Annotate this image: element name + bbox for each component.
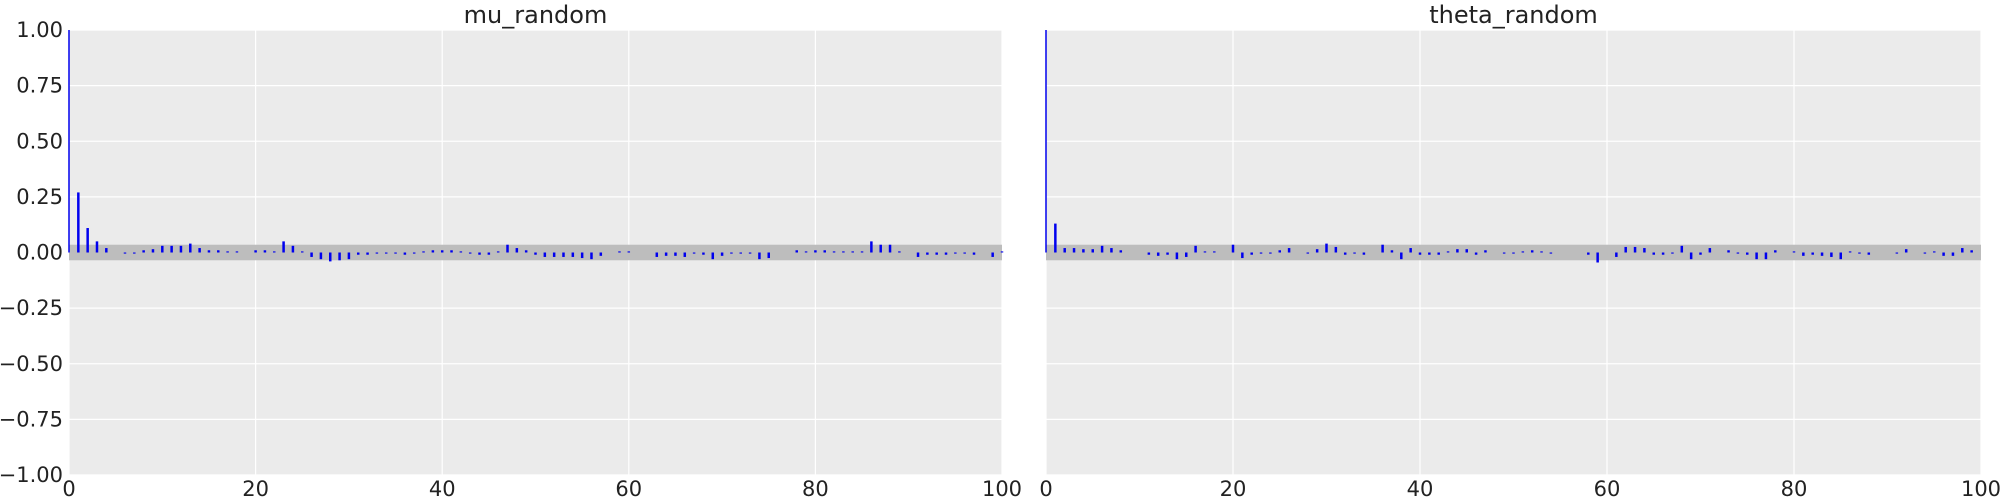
x-tick-label: 100 xyxy=(982,477,1022,500)
panel-theta-random: theta_random 0 20 40 60 80 100 xyxy=(1039,1,2000,500)
y-axis-ticks: 1.00 0.75 0.50 0.25 0.00 −0.25 −0.50 −0.75 −1.00 xyxy=(0,18,63,487)
x-tick-label: 40 xyxy=(429,477,456,500)
y-tick-label: −0.25 xyxy=(0,296,63,320)
x-tick-label: 20 xyxy=(242,477,269,500)
x-axis-ticks: 0 20 40 60 80 100 xyxy=(62,477,1022,500)
y-tick-label: 1.00 xyxy=(16,18,63,42)
chart-title: theta_random xyxy=(1429,1,1598,29)
x-axis-ticks: 0 20 40 60 80 100 xyxy=(1039,477,2000,500)
panel-mu-random: mu_random 1.00 0.75 0.50 0.25 0.00 −0.25 −0.50… xyxy=(0,1,1022,500)
chart-title: mu_random xyxy=(464,1,608,29)
x-tick-label: 60 xyxy=(1594,477,1621,500)
y-tick-label: −0.75 xyxy=(0,407,63,431)
acf-bars xyxy=(1045,30,1973,263)
y-tick-label: 0.75 xyxy=(16,74,63,98)
x-tick-label: 80 xyxy=(1781,477,1808,500)
y-tick-label: −1.00 xyxy=(0,463,63,487)
y-tick-label: 0.00 xyxy=(16,241,63,265)
y-tick-label: −0.50 xyxy=(0,352,63,376)
x-tick-label: 0 xyxy=(62,477,75,500)
x-tick-label: 0 xyxy=(1039,477,1052,500)
y-tick-label: 0.50 xyxy=(16,129,63,153)
acf-bars xyxy=(68,30,1004,262)
x-tick-label: 60 xyxy=(615,477,642,500)
x-tick-label: 40 xyxy=(1407,477,1434,500)
x-tick-label: 80 xyxy=(802,477,829,500)
x-tick-label: 100 xyxy=(1961,477,2000,500)
y-tick-label: 0.25 xyxy=(16,185,63,209)
x-tick-label: 20 xyxy=(1220,477,1247,500)
